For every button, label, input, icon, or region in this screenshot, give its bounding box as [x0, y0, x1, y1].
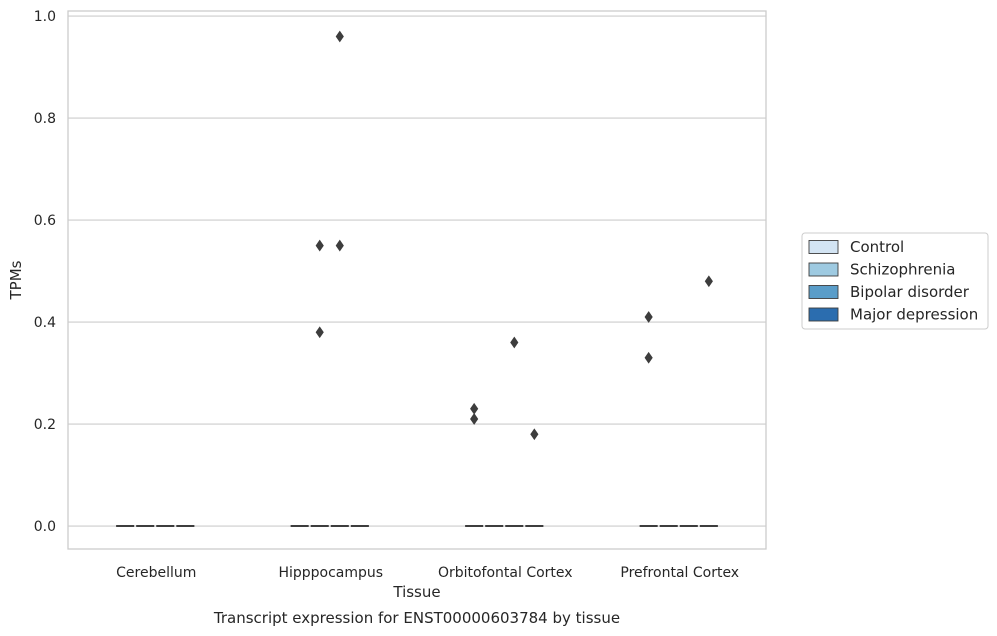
legend-swatch — [808, 240, 839, 254]
plot-frame — [67, 10, 767, 550]
legend-swatch — [808, 285, 839, 299]
y-tick-label: 0.8 — [34, 111, 56, 127]
legend-swatch — [808, 307, 839, 322]
y-tick-label: 1.0 — [34, 9, 56, 25]
y-tick-label: 0.0 — [34, 519, 56, 535]
x-tick-label: Orbitofontal Cortex — [438, 565, 573, 581]
outlier-point — [335, 30, 344, 43]
x-tick-label: Hipppocampus — [278, 565, 383, 581]
x-tick-label: Prefrontal Cortex — [620, 565, 739, 581]
outlier-point — [315, 239, 324, 252]
y-tick-labels: 0.0 0.2 0.4 0.6 0.8 1.0 — [34, 9, 56, 535]
outlier-point — [644, 311, 653, 323]
x-tick-labels: Cerebellum Hipppocampus Orbitofontal Corte… — [116, 565, 739, 581]
outlier-point — [335, 239, 344, 252]
y-tick-label: 0.2 — [34, 417, 56, 433]
outlier-point — [315, 326, 324, 339]
outlier-point — [470, 413, 479, 425]
outlier-points — [315, 30, 713, 441]
outlier-point — [530, 428, 539, 441]
legend-label: Major depression — [850, 306, 978, 324]
x-tick-label: Cerebellum — [116, 565, 196, 581]
outlier-point — [510, 336, 519, 349]
legend-frame — [801, 232, 989, 330]
legend: Control Schizophrenia Bipolar disorder Majo… — [801, 232, 989, 330]
outlier-point — [644, 351, 653, 364]
y-tick-label: 0.4 — [34, 315, 56, 331]
legend-label: Schizophrenia — [850, 261, 955, 279]
legend-swatch — [808, 262, 839, 277]
grid-lines — [68, 15, 766, 527]
y-axis-label: TPMs — [7, 260, 25, 300]
legend-label: Control — [850, 238, 904, 256]
x-axis-label: Tissue — [392, 583, 440, 601]
legend-label: Bipolar disorder — [850, 283, 970, 301]
y-tick-label: 0.6 — [34, 213, 56, 229]
outlier-point — [704, 275, 713, 288]
outlier-point — [470, 402, 479, 415]
chart-caption: Transcript expression for ENST0000060378… — [213, 609, 620, 627]
